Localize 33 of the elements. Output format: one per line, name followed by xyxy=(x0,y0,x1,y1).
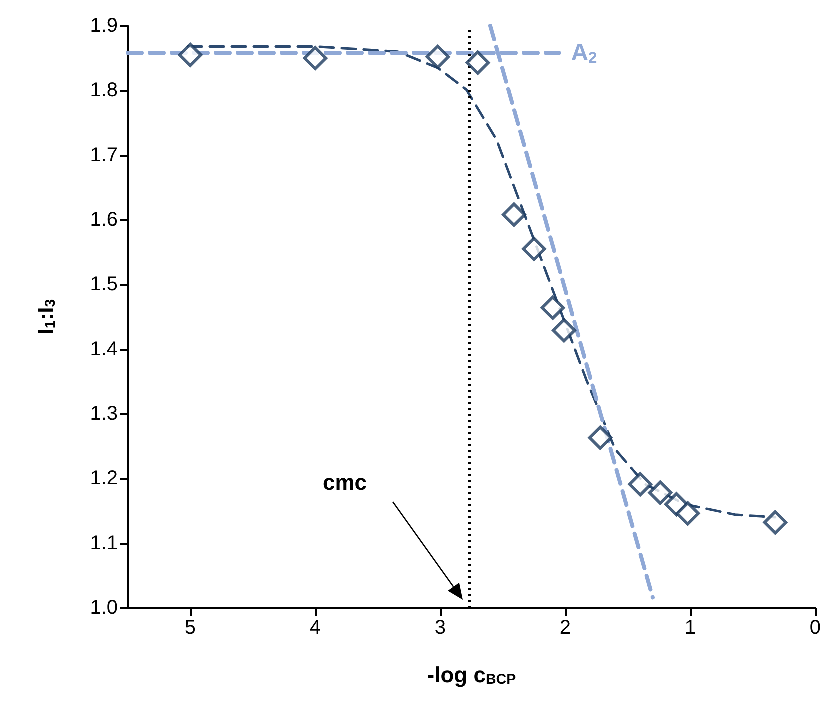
x-tick-label: 0 xyxy=(810,617,821,639)
series-label: A2 xyxy=(571,40,598,68)
point xyxy=(676,501,700,526)
y-tick-label: 1.0 xyxy=(90,597,118,619)
x-tick-label: 2 xyxy=(560,617,572,639)
point xyxy=(552,318,576,343)
point xyxy=(540,296,566,320)
point xyxy=(522,236,546,262)
annotation: cmc xyxy=(323,470,368,496)
point xyxy=(648,480,673,505)
point xyxy=(303,46,328,70)
x-tick-label: 4 xyxy=(310,617,322,639)
x-tick-label: 1 xyxy=(684,617,696,639)
point xyxy=(178,42,203,68)
point xyxy=(426,44,450,70)
y-tick-label: 1.2 xyxy=(90,468,118,490)
y-axis-title: I1:I3 xyxy=(34,299,59,335)
point xyxy=(502,202,526,227)
point xyxy=(466,50,490,75)
point xyxy=(763,510,788,535)
y-tick-label: 1.8 xyxy=(90,80,118,102)
y-tick-label: 1.6 xyxy=(90,209,118,231)
point xyxy=(588,426,613,450)
x-axis-title: -log cBCP xyxy=(427,662,517,688)
y-tick-label: 1.9 xyxy=(90,15,118,37)
y-tick-label: 1.4 xyxy=(90,338,118,360)
y-tick-label: 1.5 xyxy=(90,274,118,296)
x-tick-label: 3 xyxy=(434,617,446,639)
point xyxy=(628,472,653,497)
y-tick-label: 1.1 xyxy=(90,532,118,554)
y-tick-label: 1.7 xyxy=(90,144,118,166)
y-tick-label: 1.3 xyxy=(90,403,118,425)
x-tick-label: 5 xyxy=(184,617,196,639)
